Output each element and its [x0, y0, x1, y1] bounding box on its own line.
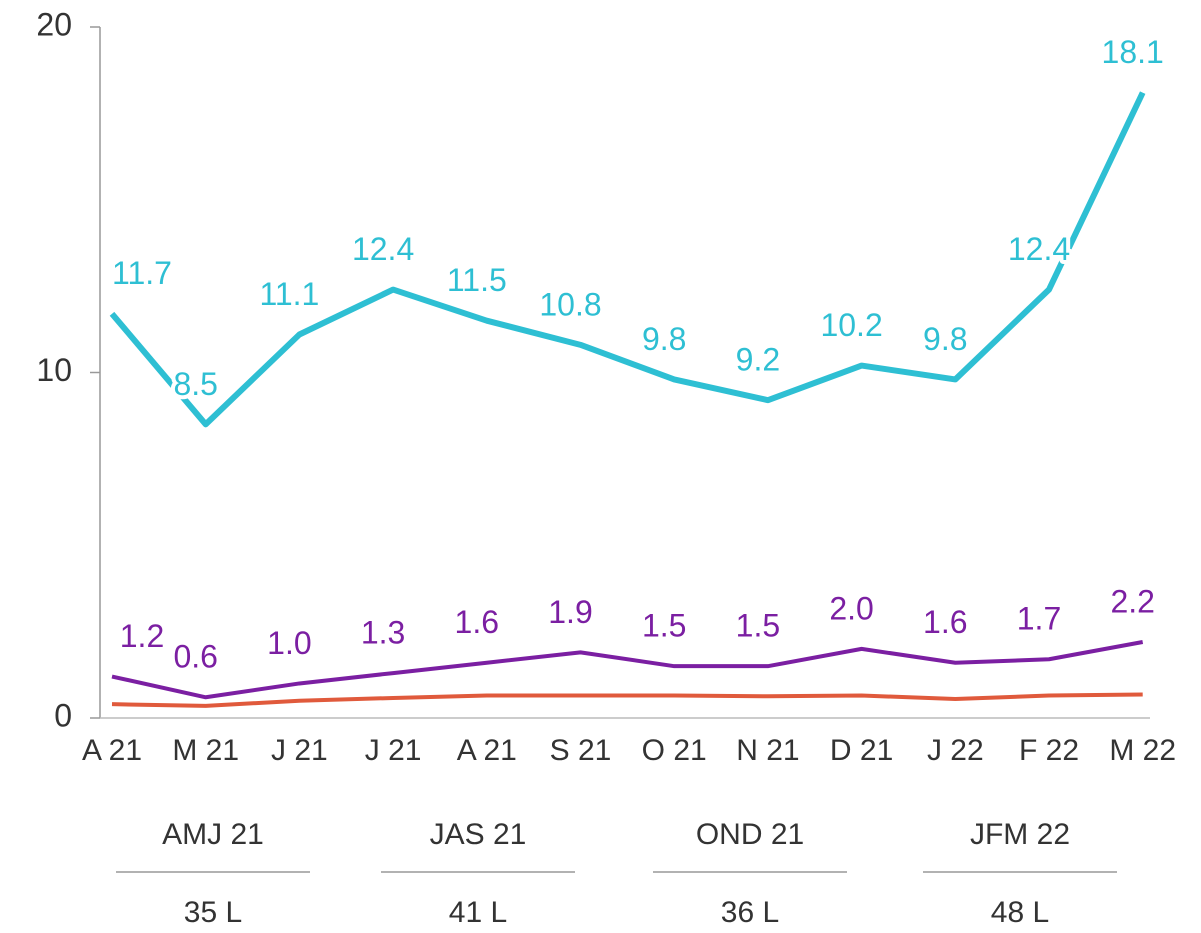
series-line [111, 692, 1143, 708]
x-tick-label: D 21 [830, 734, 893, 767]
data-label: 8.5 [173, 366, 217, 402]
x-tick-label: J 21 [365, 734, 422, 767]
x-tick-label: M 21 [172, 734, 239, 767]
data-label: 9.8 [923, 321, 967, 357]
group-label: JFM 22 [970, 818, 1070, 851]
data-label: 11.7 [112, 255, 172, 291]
data-label: 12.4 [1008, 231, 1070, 267]
data-label: 1.6 [455, 604, 499, 640]
x-tick-label: A 21 [82, 734, 142, 767]
y-tick-label: 0 [54, 697, 72, 733]
x-tick-label: A 21 [457, 734, 517, 767]
group-total: 48 L [991, 896, 1049, 929]
data-label: 9.2 [736, 342, 780, 378]
group-total: 35 L [184, 896, 242, 929]
data-label: 11.5 [447, 262, 507, 298]
y-tick-label: 20 [36, 6, 72, 42]
data-label: 0.6 [173, 639, 217, 675]
y-tick-label: 10 [36, 352, 72, 388]
series-line [111, 640, 1144, 700]
data-label: 1.6 [923, 604, 967, 640]
series-line [109, 91, 1146, 428]
data-label: 1.9 [548, 594, 592, 630]
data-label: 12.4 [352, 231, 414, 267]
data-label: 1.0 [267, 625, 311, 661]
x-tick-label: S 21 [550, 734, 612, 767]
group-total: 41 L [449, 896, 507, 929]
data-label: 1.5 [736, 608, 780, 644]
data-label: 1.2 [120, 618, 164, 654]
data-label: 11.1 [259, 276, 319, 312]
data-label: 1.5 [642, 608, 686, 644]
x-tick-label: O 21 [642, 734, 707, 767]
data-label: 2.0 [829, 590, 873, 626]
group-total: 36 L [721, 896, 779, 929]
group-label: JAS 21 [430, 818, 527, 851]
data-label: 10.2 [820, 307, 882, 343]
x-tick-label: N 21 [736, 734, 799, 767]
data-label: 1.7 [1017, 601, 1061, 637]
x-tick-label: F 22 [1019, 734, 1079, 767]
data-label: 18.1 [1102, 34, 1164, 70]
x-tick-label: J 22 [927, 734, 984, 767]
data-label: 10.8 [539, 286, 601, 322]
data-label: 9.8 [642, 321, 686, 357]
group-label: AMJ 21 [162, 818, 264, 851]
x-tick-label: M 22 [1109, 734, 1176, 767]
x-tick-label: J 21 [271, 734, 328, 767]
data-label: 2.2 [1110, 583, 1154, 619]
data-label: 1.3 [361, 615, 405, 651]
group-label: OND 21 [696, 818, 804, 851]
